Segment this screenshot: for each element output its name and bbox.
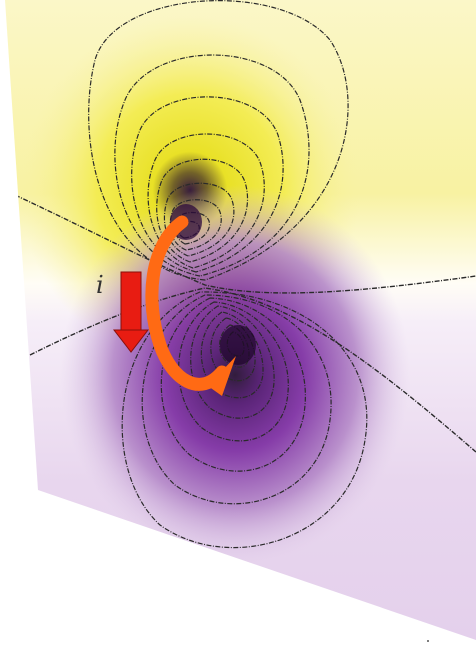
contour-separatrix-lower	[29, 287, 476, 453]
curl-arrowhead	[208, 356, 236, 396]
contour-separatrix-upper	[14, 194, 476, 294]
negative-pole-core	[220, 325, 256, 365]
curl-arrow	[145, 215, 229, 391]
current-label: i	[96, 271, 104, 299]
current-arrow	[112, 271, 150, 353]
corner-dot	[427, 640, 429, 642]
